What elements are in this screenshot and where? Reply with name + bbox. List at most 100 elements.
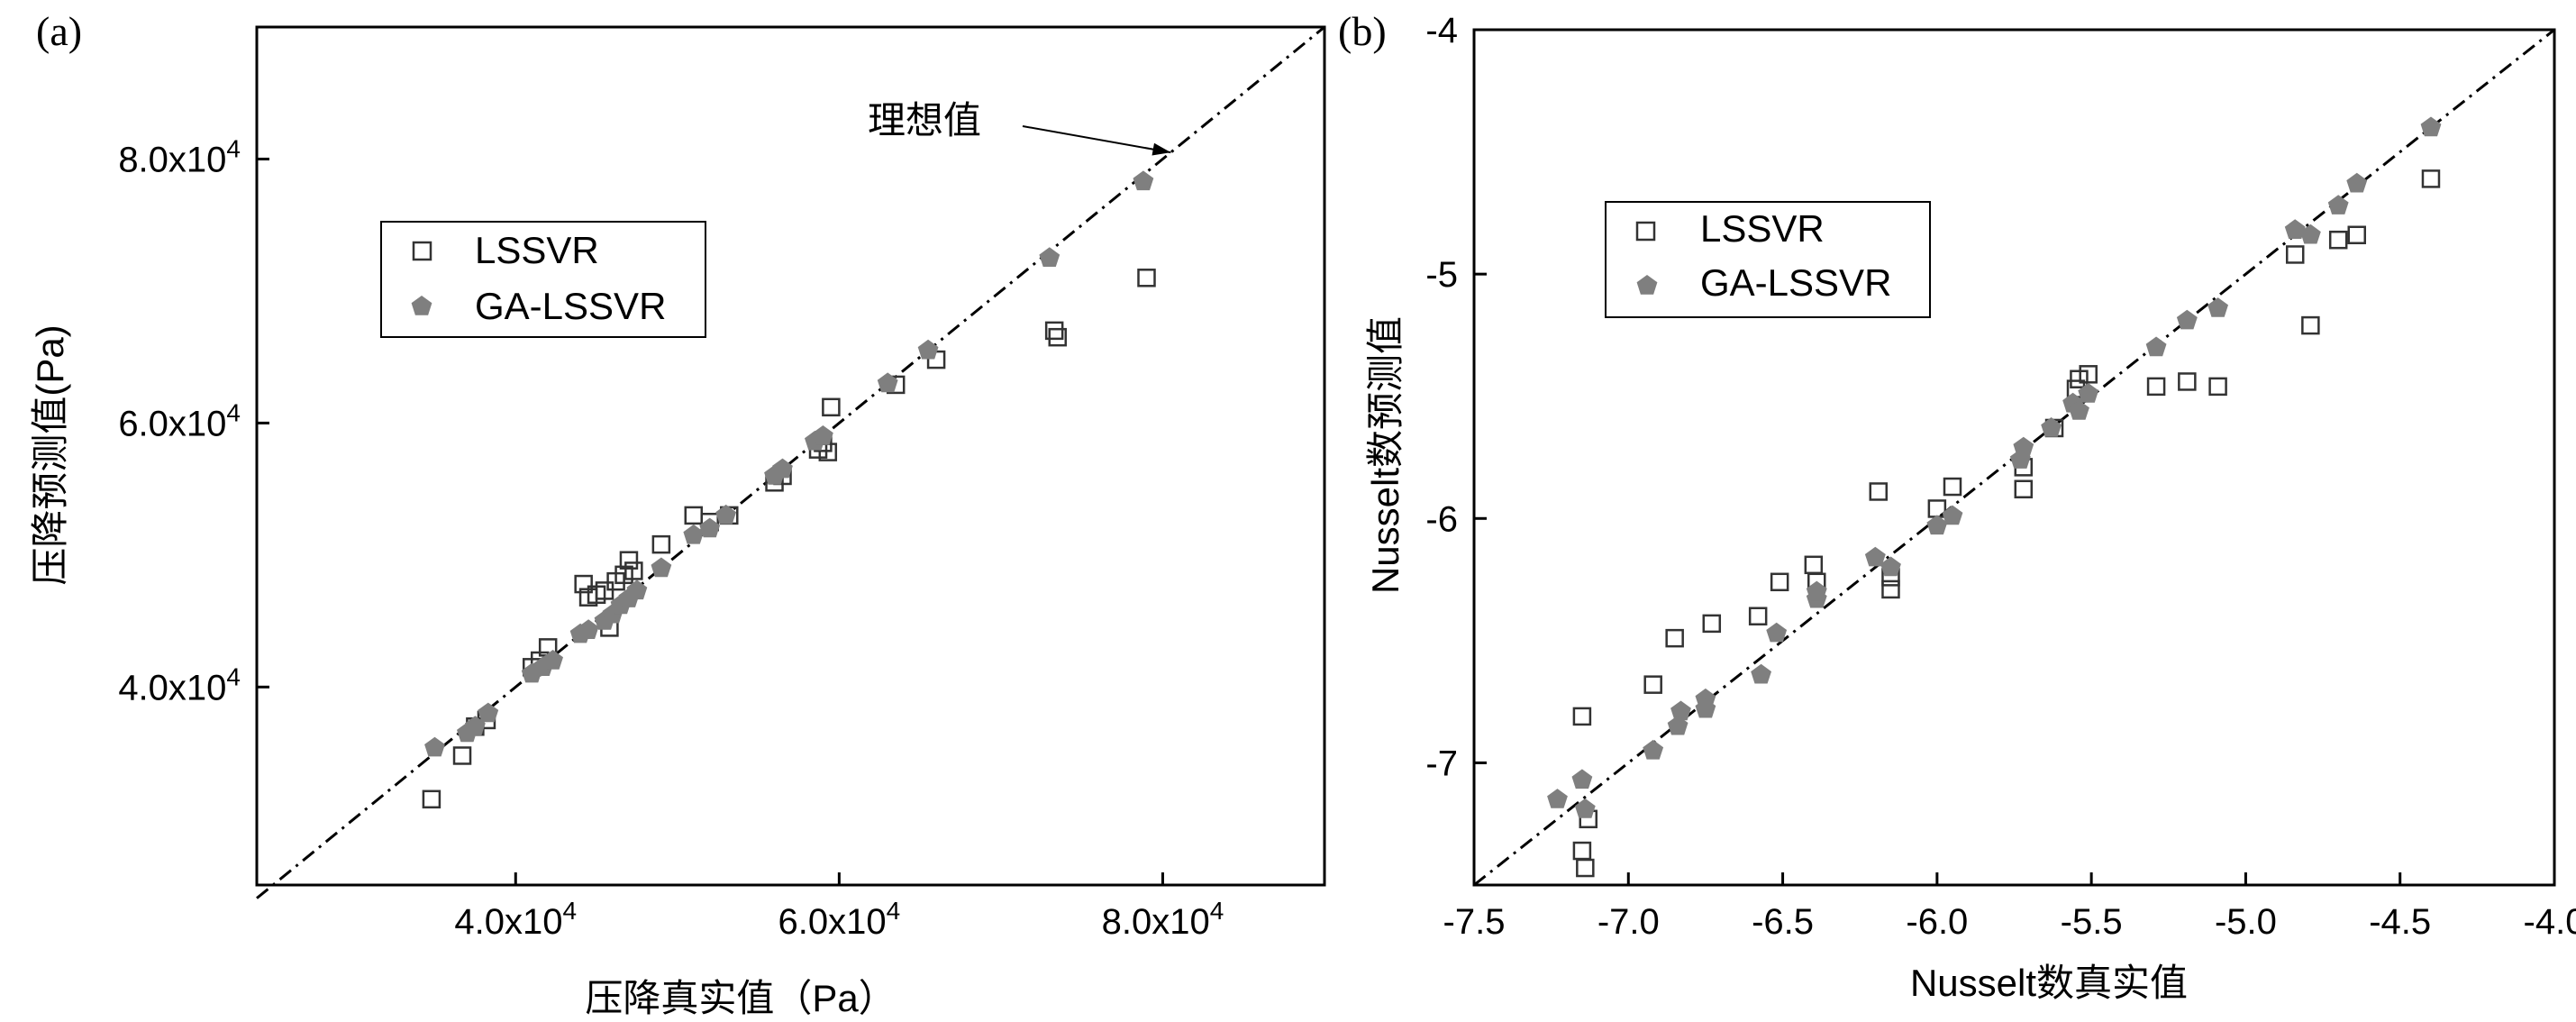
data-point-ga-lssvr: [917, 339, 939, 360]
data-point-ga-lssvr: [699, 517, 721, 538]
data-point-lssvr: [2328, 230, 2348, 250]
data-point-lssvr: [2079, 365, 2098, 384]
legend-a: LSSVR GA-LSSVR: [380, 221, 706, 338]
data-point-ga-lssvr: [651, 557, 672, 578]
y-tick-label: -6: [1425, 499, 1458, 539]
data-point-ga-lssvr: [1926, 515, 1948, 535]
data-point-lssvr: [822, 397, 841, 417]
legend-marker-lssvr-a: [412, 241, 432, 261]
x-tick-label: -4.0: [2524, 902, 2576, 942]
data-point-ga-lssvr: [424, 736, 445, 757]
data-point-ga-lssvr: [626, 579, 648, 600]
annotation-text-a: 理想值: [868, 99, 981, 141]
x-axis-title-a: 压降真实值（Pa）: [585, 977, 896, 1019]
data-point-lssvr: [595, 581, 614, 600]
data-point-ga-lssvr: [2327, 195, 2349, 214]
data-point-ga-lssvr: [1880, 556, 1901, 577]
data-point-lssvr: [2146, 377, 2166, 397]
annotation-ideal-a: 理想值: [868, 99, 1171, 156]
data-point-lssvr: [1869, 482, 1889, 501]
data-point-ga-lssvr: [2176, 309, 2198, 330]
x-tick-label: 4.0x104: [454, 897, 577, 942]
x-tick-label: -6.5: [1752, 902, 1814, 942]
data-point-ga-lssvr: [1751, 663, 1771, 684]
data-point-lssvr: [2285, 245, 2305, 264]
y-axis-title-b: Nusselt数预测值: [1364, 316, 1406, 594]
data-point-ga-lssvr: [1039, 247, 1060, 267]
data-point-lssvr: [1044, 321, 1064, 341]
data-point-lssvr: [2014, 479, 2034, 498]
tick-labels-b: -7.5 -7.0 -6.5 -6.0 -5.5 -5.0 -4.5 -4.0 -7 -6 -5 -4: [1425, 11, 2576, 942]
data-point-lssvr: [619, 551, 639, 570]
data-point-lssvr: [2421, 169, 2441, 188]
data-point-lssvr: [1943, 477, 1962, 497]
data-point-ga-lssvr: [715, 504, 737, 525]
legend-marker-ga-lssvr-b: [1636, 275, 1658, 295]
data-point-ga-lssvr: [772, 458, 793, 479]
data-point-lssvr: [2347, 225, 2367, 245]
legend-box-a: [380, 221, 706, 338]
data-point-ga-lssvr: [1133, 170, 1154, 191]
data-point-ga-lssvr: [2420, 116, 2442, 137]
plot-frame-b: [1472, 28, 2556, 887]
data-point-lssvr: [2301, 315, 2320, 335]
x-tick-label: -5.5: [2061, 902, 2123, 942]
x-axis-title-b: Nusselt数真实值: [1910, 962, 2188, 1004]
data-point-lssvr: [614, 565, 633, 585]
data-point-lssvr: [684, 506, 704, 525]
data-point-ga-lssvr: [1571, 769, 1593, 789]
x-tick-label: -4.5: [2369, 902, 2431, 942]
data-point-ga-lssvr: [2346, 172, 2368, 193]
data-point-lssvr: [1572, 707, 1592, 726]
y-tick-label: -5: [1425, 255, 1458, 295]
data-point-lssvr: [574, 574, 593, 594]
legend-box-b: [1605, 201, 1931, 318]
data-point-ga-lssvr: [2013, 436, 2034, 457]
data-point-ga-lssvr: [2078, 383, 2099, 403]
panel-label-a: (a): [36, 8, 82, 54]
data-point-ga-lssvr: [813, 425, 833, 445]
data-point-ga-lssvr: [1942, 505, 1963, 525]
data-point-ga-lssvr: [1547, 789, 1568, 808]
data-point-lssvr: [1804, 555, 1824, 575]
data-point-ga-lssvr: [542, 650, 563, 670]
legend-label-lssvr-b: LSSVR: [1700, 207, 1825, 250]
data-point-ga-lssvr: [2207, 297, 2228, 317]
annotation-arrow-line-a: [1022, 125, 1171, 154]
x-tick-label: -5.0: [2215, 902, 2277, 942]
y-tick-label: 8.0x104: [118, 134, 241, 179]
chart-panel-b: (b) -7.5 -7.0 -6.5 -6.0 -5.5 -5.0 -4.5 -4.0 -7 -6…: [1338, 8, 2576, 1004]
data-point-ga-lssvr: [478, 702, 499, 723]
x-tick-label: -6.0: [1906, 902, 1968, 942]
plot-frame-a: [255, 25, 1326, 887]
data-point-ga-lssvr: [2041, 417, 2062, 437]
data-point-lssvr: [1576, 858, 1595, 878]
legend-label-ga-lssvr-b: GA-LSSVR: [1700, 261, 1891, 304]
data-point-ga-lssvr: [2145, 336, 2167, 357]
data-point-lssvr: [1702, 614, 1722, 634]
data-point-lssvr: [1643, 675, 1662, 694]
x-tick-label: -7.0: [1597, 902, 1660, 942]
data-point-lssvr: [452, 746, 472, 765]
x-tick-label: -7.5: [1443, 902, 1506, 942]
data-point-ga-lssvr: [683, 524, 705, 544]
data-point-lssvr: [1048, 327, 1067, 347]
data-point-ga-lssvr: [1864, 546, 1886, 567]
data-point-ga-lssvr: [877, 372, 898, 393]
legend-marker-lssvr-b: [1635, 221, 1656, 242]
data-point-lssvr: [1572, 841, 1592, 861]
y-tick-label: -4: [1425, 11, 1458, 50]
legend-marker-ga-lssvr-a: [411, 296, 432, 315]
data-point-ga-lssvr: [1670, 700, 1691, 721]
data-marks-b: [1547, 116, 2442, 878]
ideal-line-a: [256, 25, 1325, 899]
data-point-ga-lssvr: [2284, 219, 2306, 239]
tick-marks-a: [257, 157, 1164, 885]
data-point-ga-lssvr: [578, 619, 599, 639]
y-tick-label: 6.0x104: [118, 398, 241, 443]
data-point-lssvr: [1137, 269, 1156, 287]
tick-labels-a: 4.0x104 6.0x104 8.0x104 4.0x104 6.0x104 8.0x1…: [118, 134, 1224, 942]
data-point-ga-lssvr: [1766, 622, 1788, 643]
data-point-ga-lssvr: [1695, 698, 1716, 718]
